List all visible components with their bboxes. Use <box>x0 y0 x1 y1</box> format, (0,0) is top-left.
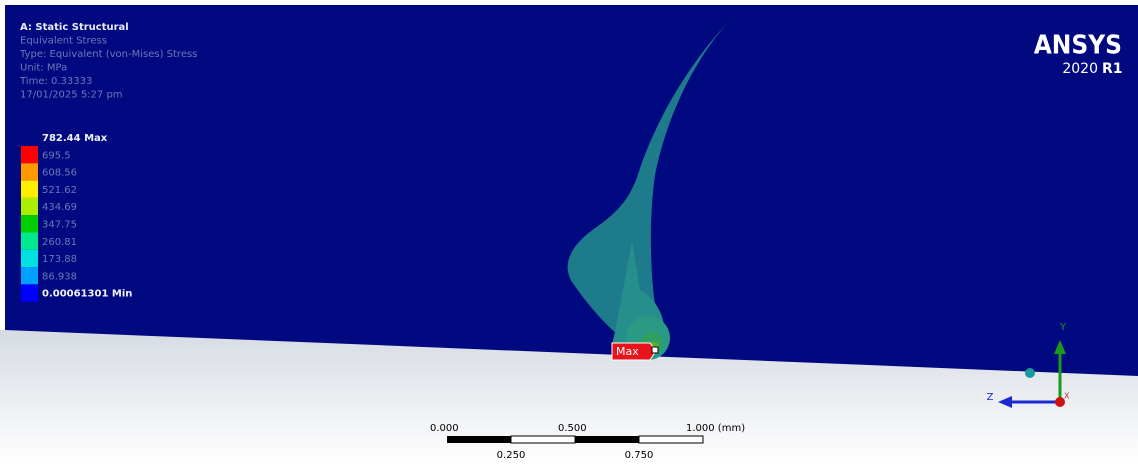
scale-label: 0.250 <box>497 450 526 461</box>
legend-label: 173.88 <box>42 254 77 265</box>
view-sphere <box>1025 368 1035 378</box>
header-line: 17/01/2025 5:27 pm <box>20 90 123 101</box>
scale-segment <box>639 436 703 443</box>
header-line: Unit: MPa <box>20 63 67 74</box>
z-axis-label: Z <box>987 392 994 403</box>
legend-swatch <box>21 250 38 267</box>
legend-swatch <box>21 215 38 232</box>
logo-brand: ANSYS <box>1034 31 1122 61</box>
legend-swatch <box>21 198 38 215</box>
legend-swatch <box>21 163 38 180</box>
scale-segment <box>511 436 575 443</box>
header-line: Equivalent Stress <box>20 36 107 47</box>
legend-label: 521.62 <box>42 185 77 196</box>
scale-label: 0.750 <box>625 450 654 461</box>
scale-label: 0.500 <box>558 423 587 434</box>
logo-version: 2020 <box>1062 61 1098 77</box>
legend-label: 86.938 <box>42 271 77 282</box>
header-line: Time: 0.33333 <box>19 76 92 87</box>
legend-label: 434.69 <box>42 202 77 213</box>
header-line: A: Static Structural <box>20 22 129 33</box>
legend-label: 695.5 <box>42 150 71 161</box>
scale-label: 1.000 (mm) <box>686 423 745 434</box>
header-line: Type: Equivalent (von-Mises) Stress <box>19 49 197 60</box>
legend-swatch <box>21 146 38 163</box>
scale-label: 0.000 <box>430 423 459 434</box>
legend-label: 782.44 Max <box>42 133 108 144</box>
probe-label: Max <box>616 345 639 358</box>
probe-point <box>652 347 658 353</box>
legend-swatch <box>21 233 38 250</box>
background <box>5 5 1138 385</box>
scale-segment <box>447 436 511 443</box>
scale-segment <box>575 436 639 443</box>
legend-swatch <box>21 284 38 301</box>
legend-swatch <box>21 267 38 284</box>
legend-label: 0.00061301 Min <box>42 289 132 300</box>
x-axis-label: X <box>1064 392 1070 401</box>
legend-label: 260.81 <box>42 237 77 248</box>
y-axis-label: Y <box>1059 322 1067 333</box>
legend-label: 347.75 <box>42 220 77 231</box>
viewport: A: Static Structural Equivalent Stress Typ… <box>0 0 1138 465</box>
scale-bar <box>447 436 703 443</box>
legend-label: 608.56 <box>42 168 77 179</box>
legend-swatch <box>21 181 38 198</box>
logo-release: R1 <box>1102 61 1123 77</box>
